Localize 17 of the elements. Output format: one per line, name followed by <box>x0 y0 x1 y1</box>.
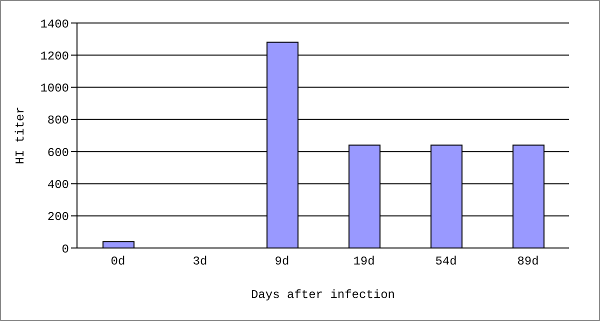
y-tick-label: 1200 <box>40 49 69 64</box>
x-axis-title: Days after infection <box>250 288 396 302</box>
y-tick-label: 1000 <box>40 82 69 96</box>
y-tick-label: 400 <box>47 178 69 192</box>
y-tick-label: 0 <box>62 242 69 256</box>
bar <box>102 241 134 248</box>
y-tick-label: 200 <box>47 210 69 224</box>
y-axis-title: HI titer <box>13 106 28 164</box>
y-tick-label: 800 <box>47 114 69 128</box>
x-tick-label: 9d <box>274 254 290 269</box>
x-tick-label: 0d <box>110 254 126 269</box>
y-tick-label: 1400 <box>40 17 69 32</box>
y-tick-label: 600 <box>47 146 69 160</box>
x-tick-label: 3d <box>192 254 208 269</box>
x-tick-label: 89d <box>517 254 539 269</box>
x-tick-label: 54d <box>435 254 457 269</box>
x-tick-label: 19d <box>353 254 375 269</box>
